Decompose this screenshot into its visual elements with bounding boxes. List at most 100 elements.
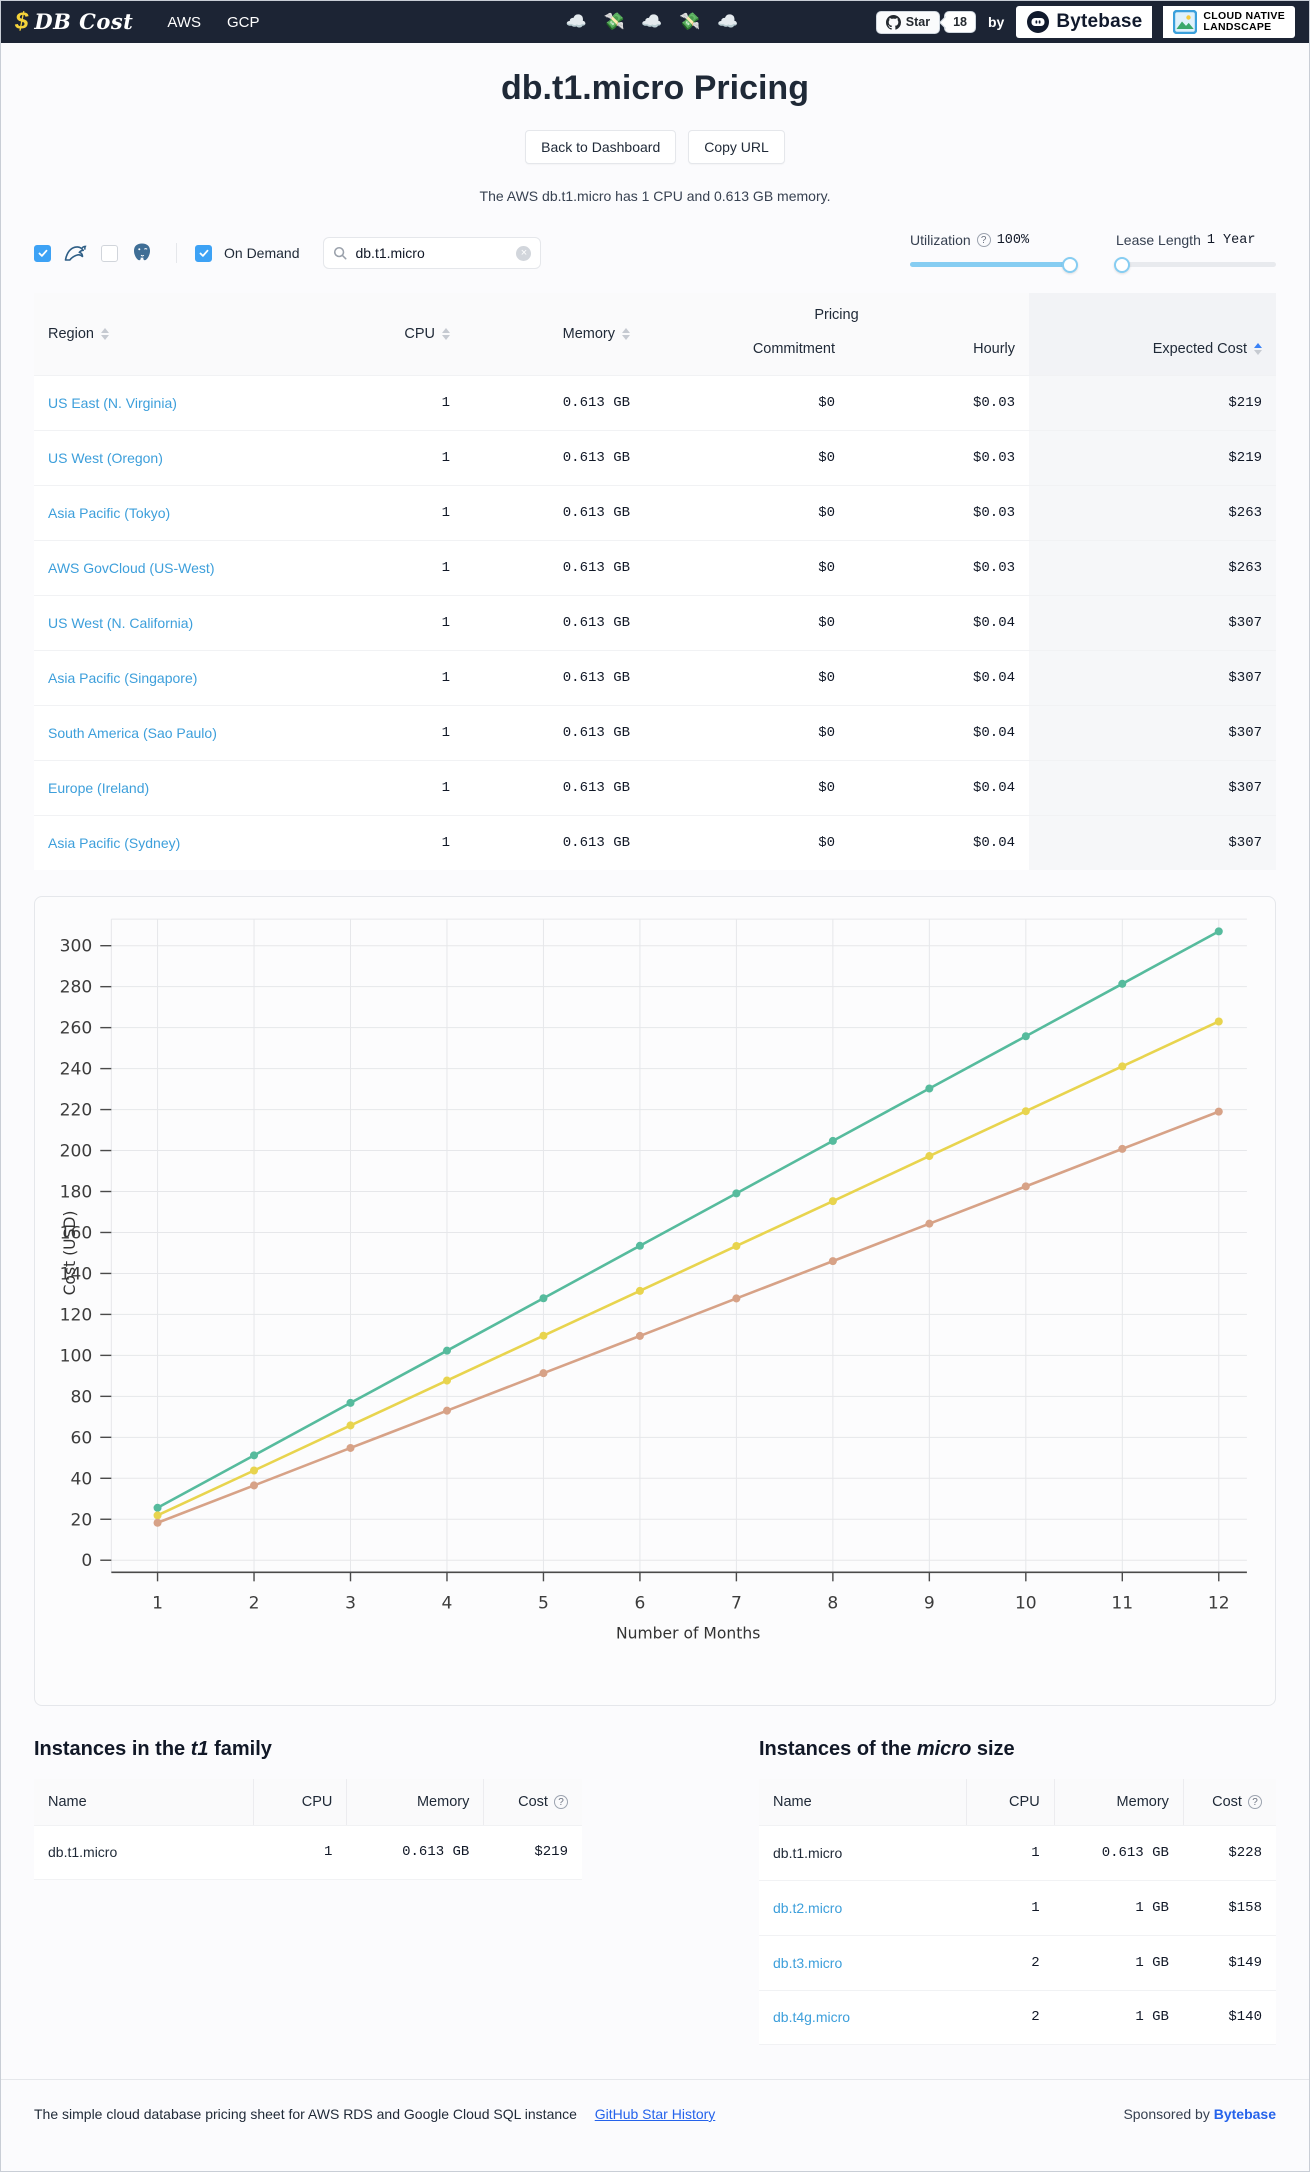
lease-length-slider[interactable] (1114, 256, 1276, 273)
dbcost-logo[interactable]: $ DB Cost (15, 8, 133, 36)
region-link[interactable]: AWS GovCloud (US-West) (34, 541, 314, 595)
svg-text:Number of Months: Number of Months (616, 1625, 760, 1643)
region-link[interactable]: US West (N. California) (34, 596, 314, 650)
bytebase-logo[interactable]: Bytebase (1016, 6, 1153, 38)
instance-name-cell[interactable]: db.t2.micro (773, 1899, 843, 1916)
column-header-cpu[interactable]: CPU (314, 293, 464, 375)
region-link-text[interactable]: Asia Pacific (Singapore) (48, 670, 198, 686)
nav-item-aws[interactable]: AWS (167, 13, 201, 31)
sort-icon (622, 328, 630, 340)
pricing-table-row: South America (Sao Paulo) 1 0.613 GB $0 $0.0… (34, 705, 1276, 760)
sponsor-bytebase-link[interactable]: Bytebase (1213, 2105, 1276, 2122)
cost-help-icon[interactable]: ? (1247, 1794, 1262, 1809)
cpu-cell: 1 (1031, 1844, 1040, 1861)
region-link[interactable]: Asia Pacific (Tokyo) (34, 486, 314, 540)
region-link[interactable]: Asia Pacific (Sydney) (34, 816, 314, 870)
filter-divider (176, 243, 177, 263)
memory-cell: 0.613 GB (562, 670, 630, 686)
clear-search-icon[interactable]: × (516, 245, 532, 261)
commitment-cell: $0 (818, 835, 835, 851)
utilization-help-icon[interactable]: ? (976, 233, 991, 247)
expected-cost-cell: $307 (1029, 596, 1276, 650)
column-header-region[interactable]: Region (34, 293, 314, 375)
on-demand-checkbox[interactable] (195, 244, 212, 262)
hourly-cell: $0.04 (972, 670, 1015, 686)
github-star-count[interactable]: 18 (944, 11, 976, 33)
column-header-expected-cost[interactable]: Expected Cost (1029, 325, 1276, 375)
region-link-text[interactable]: Asia Pacific (Sydney) (48, 835, 181, 851)
region-link-text[interactable]: US East (N. Virginia) (48, 395, 177, 411)
cpu-cell: 1 (441, 505, 450, 521)
page-title: db.t1.micro Pricing (501, 69, 809, 107)
cpu-cell: 1 (441, 835, 450, 851)
column-header-memory[interactable]: Memory (464, 293, 644, 375)
column-header-name: Name (48, 1793, 87, 1810)
instance-row: db.t1.micro 1 0.613 GB $219 (34, 1824, 582, 1880)
pricing-table-row: US West (N. California) 1 0.613 GB $0 $0.04 $… (34, 595, 1276, 650)
instance-name-cell: db.t1.micro (773, 1844, 843, 1861)
lease-length-slider-handle[interactable] (1114, 256, 1131, 273)
mysql-checkbox[interactable] (34, 244, 51, 262)
nav-item-gcp[interactable]: GCP (227, 13, 260, 31)
svg-text:Cost (USD): Cost (USD) (61, 1210, 79, 1295)
github-star-button[interactable]: Star (875, 10, 941, 34)
cpu-cell: 1 (441, 450, 450, 466)
cost-line-chart: 0 20 40 60 80 100 120 140 160 180 200 220 240 260 280 3… (60, 918, 1247, 1643)
region-link[interactable]: US West (Oregon) (34, 431, 314, 485)
mysql-icon (64, 245, 87, 261)
copy-url-button[interactable]: Copy URL (688, 130, 785, 164)
region-link[interactable]: Europe (Ireland) (34, 761, 314, 815)
by-label: by (987, 14, 1005, 30)
instance-name-cell[interactable]: db.t3.micro (773, 1954, 843, 1971)
cost-help-icon[interactable]: ? (553, 1794, 568, 1809)
sort-icon (442, 328, 450, 340)
footer-tagline: The simple cloud database pricing sheet … (34, 2105, 577, 2122)
pricing-group-header: Pricing (814, 307, 859, 323)
svg-text:180: 180 (60, 1183, 93, 1203)
family-table: Name CPU Memory Cost? db.t1.micro 1 0.613 … (34, 1778, 582, 1880)
region-link[interactable]: South America (Sao Paulo) (34, 706, 314, 760)
expected-cost-cell: $263 (1029, 486, 1276, 540)
postgres-checkbox[interactable] (101, 244, 118, 262)
sort-icon-active (1254, 343, 1262, 355)
github-star-widget: Star 18 (875, 10, 976, 34)
lease-length-value: 1 Year (1206, 232, 1256, 248)
cpu-cell: 1 (1031, 1899, 1040, 1916)
pricing-table-row: AWS GovCloud (US-West) 1 0.613 GB $0 $0.03 $2… (34, 540, 1276, 595)
github-star-history-link[interactable]: GitHub Star History (594, 2105, 716, 2122)
top-nav: AWS GCP (167, 14, 259, 31)
svg-text:300: 300 (60, 937, 93, 957)
landscape-icon (1173, 10, 1198, 34)
memory-cell: 0.613 GB (402, 1844, 470, 1861)
region-link[interactable]: Asia Pacific (Singapore) (34, 651, 314, 705)
search-value: db.t1.micro (355, 245, 425, 261)
svg-text:6: 6 (634, 1593, 645, 1613)
dollar-logo-icon: $ (15, 8, 29, 35)
region-link-text[interactable]: South America (Sao Paulo) (48, 725, 217, 741)
svg-text:5: 5 (538, 1593, 549, 1613)
utilization-slider-handle[interactable] (1062, 256, 1078, 273)
region-link-text[interactable]: AWS GovCloud (US-West) (48, 560, 215, 576)
cpu-cell: 1 (441, 560, 450, 576)
hourly-cell: $0.03 (972, 450, 1015, 466)
cloud-native-landscape-badge[interactable]: CLOUD NATIVE LANDSCAPE (1163, 6, 1295, 38)
region-link[interactable]: US East (N. Virginia) (34, 376, 314, 430)
check-icon (38, 249, 47, 257)
svg-text:4: 4 (442, 1593, 453, 1613)
back-to-dashboard-button[interactable]: Back to Dashboard (525, 130, 677, 164)
instance-name-cell[interactable]: db.t4g.micro (773, 2009, 851, 2026)
instance-name-cell: db.t1.micro (48, 1844, 118, 1861)
search-input[interactable]: db.t1.micro × (323, 237, 542, 269)
region-link-text[interactable]: Asia Pacific (Tokyo) (48, 505, 171, 521)
instance-row: db.t2.micro 1 1 GB $158 (759, 1879, 1276, 1935)
region-link-text[interactable]: Europe (Ireland) (48, 780, 150, 796)
cost-chart-card: 0 20 40 60 80 100 120 140 160 180 200 220 240 260 280 3… (34, 896, 1276, 1706)
region-link-text[interactable]: US West (N. California) (48, 615, 194, 631)
svg-text:9: 9 (924, 1593, 935, 1613)
utilization-slider[interactable] (910, 256, 1078, 273)
svg-text:260: 260 (60, 1019, 93, 1039)
region-link-text[interactable]: US West (Oregon) (48, 450, 163, 466)
cpu-cell: 1 (323, 1844, 333, 1861)
size-instances-panel: Instances of the micro size Name CPU Mem… (759, 1738, 1276, 2045)
expected-cost-cell: $307 (1029, 816, 1276, 870)
